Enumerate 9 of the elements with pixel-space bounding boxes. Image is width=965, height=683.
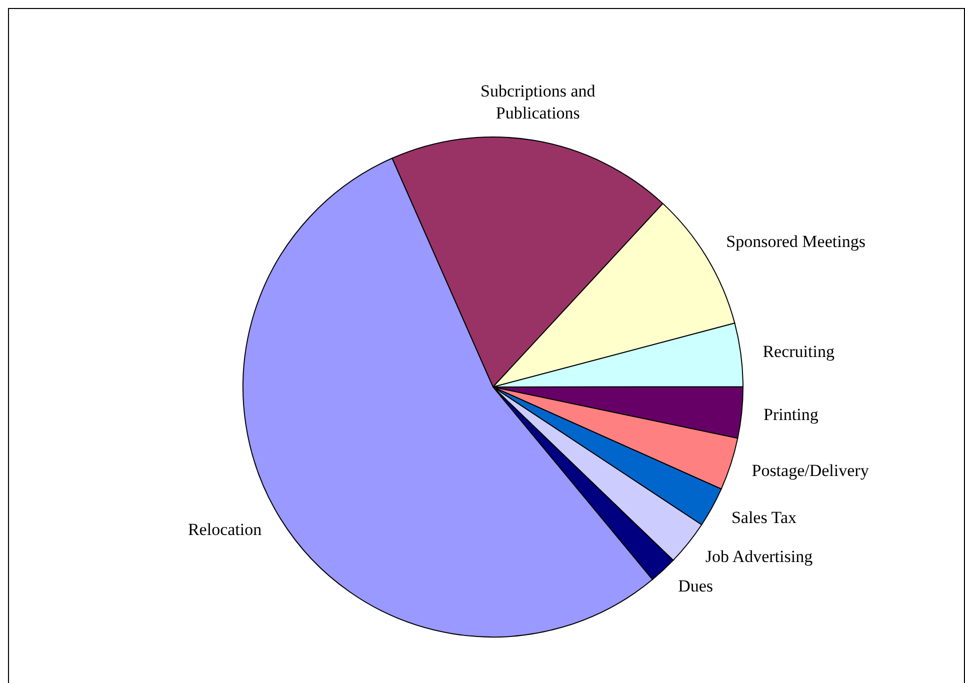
slice-label: Dues xyxy=(678,576,714,596)
slice-label: Sales Tax xyxy=(731,508,798,527)
slice-label: Relocation xyxy=(188,520,262,540)
slice-label: Job Advertising xyxy=(705,546,814,566)
slice-label: Recruiting xyxy=(762,342,835,361)
slice-label: Printing xyxy=(764,404,819,424)
slice-label: Postage/Delivery xyxy=(752,460,870,480)
slice-label: Subcriptions and Publications xyxy=(480,82,596,123)
slice-label: Sponsored Meetings xyxy=(726,232,866,251)
